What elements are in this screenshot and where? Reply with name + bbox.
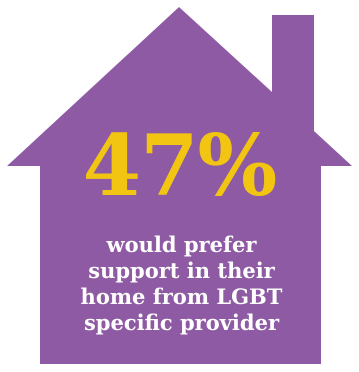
stat-caption: would prefer support in their home from … [40, 232, 323, 336]
house-body [7, 7, 352, 364]
caption-line: home from LGBT [80, 284, 283, 309]
caption-line: support in their [88, 258, 275, 283]
caption-line: specific provider [83, 310, 280, 335]
stat-value: 47% [82, 116, 278, 215]
caption-line: would prefer [106, 232, 257, 257]
